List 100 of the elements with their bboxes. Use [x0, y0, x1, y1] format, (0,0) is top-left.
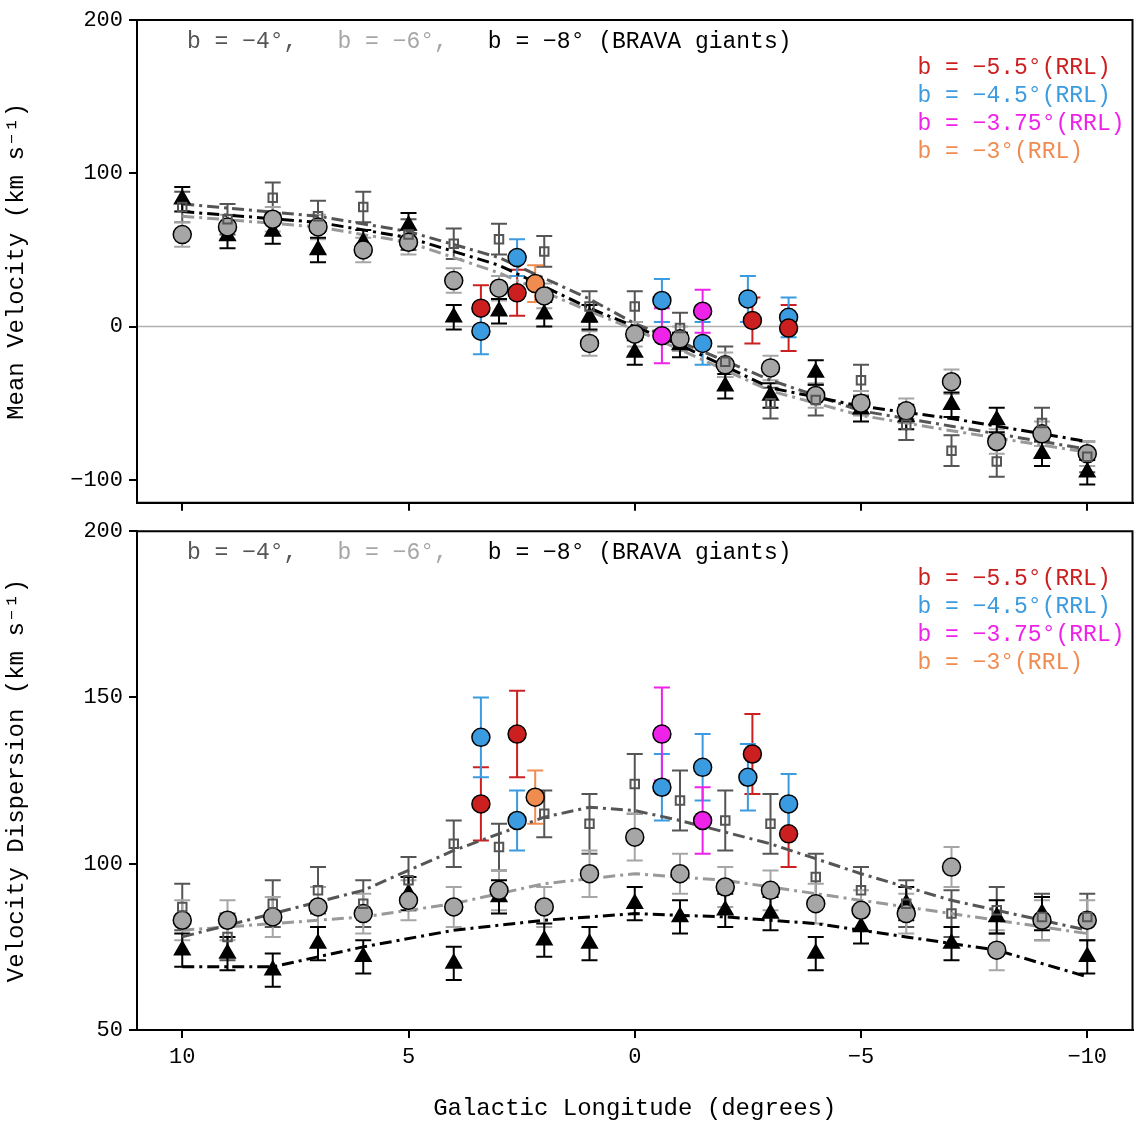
- point: [471, 321, 491, 341]
- point: [742, 744, 763, 764]
- y-axis-title: Velocity Dispersion (km s⁻¹): [2, 578, 30, 983]
- y-tick-label: 50: [96, 1017, 123, 1043]
- point: [534, 286, 554, 306]
- point: [584, 301, 595, 312]
- point: [988, 410, 1006, 426]
- point: [1078, 462, 1096, 478]
- point: [652, 724, 672, 744]
- point: [263, 907, 283, 927]
- text: b = −5.5°(RRL): [917, 566, 1111, 593]
- point: [760, 358, 781, 378]
- point: [851, 900, 871, 921]
- point: [806, 893, 826, 914]
- point: [852, 917, 870, 933]
- x-axis-title: Galactic Longitude (degrees): [433, 1094, 837, 1122]
- point: [692, 301, 713, 321]
- text: b = −4°,: [187, 29, 298, 55]
- point: [579, 863, 600, 884]
- point: [738, 289, 758, 309]
- point: [652, 325, 672, 346]
- point: [991, 456, 1002, 467]
- point: [716, 900, 734, 916]
- y-tick-label: 200: [83, 519, 123, 545]
- point: [358, 898, 369, 909]
- point: [354, 947, 372, 963]
- point: [778, 794, 799, 814]
- point: [625, 827, 645, 847]
- point: [218, 943, 237, 959]
- point: [652, 290, 672, 311]
- point: [855, 374, 867, 386]
- point: [987, 940, 1007, 960]
- point: [778, 824, 799, 844]
- point: [742, 310, 763, 331]
- point: [263, 209, 283, 229]
- point: [507, 810, 527, 831]
- point: [671, 907, 689, 923]
- y-tick-label: 0: [109, 314, 123, 340]
- point: [507, 247, 527, 268]
- point: [525, 787, 545, 807]
- point: [652, 777, 672, 797]
- y-tick-label: 200: [83, 7, 123, 33]
- point: [765, 397, 776, 409]
- text: b = −6°,: [337, 540, 448, 567]
- point: [535, 930, 553, 946]
- point: [1078, 947, 1096, 963]
- point: [855, 885, 867, 896]
- point: [692, 757, 713, 778]
- point: [471, 794, 491, 814]
- point: [309, 933, 327, 949]
- point: [358, 201, 369, 213]
- text: b = −4.5°(RRL): [917, 594, 1111, 621]
- point: [715, 877, 735, 897]
- text: b = −3°(RRL): [917, 650, 1084, 677]
- point: [312, 885, 324, 896]
- point: [489, 278, 509, 298]
- point: [720, 815, 731, 826]
- text: b = −5.5°(RRL): [917, 55, 1111, 81]
- text: b = −6°,: [337, 29, 448, 55]
- point: [444, 897, 464, 917]
- point: [490, 301, 508, 317]
- point: [942, 933, 961, 949]
- point: [670, 863, 690, 884]
- point: [810, 871, 821, 883]
- point: [471, 298, 491, 318]
- y-tick-label: −100: [70, 467, 123, 493]
- text: b = −3.75°(RRL): [917, 622, 1125, 649]
- text: b = −8° (BRAVA giants): [487, 29, 792, 55]
- point: [584, 818, 595, 830]
- point: [309, 240, 327, 256]
- point: [629, 778, 640, 790]
- text: b = −4.5°(RRL): [917, 83, 1111, 109]
- point: [760, 880, 781, 901]
- point: [172, 910, 192, 931]
- x-tick-label: −10: [1067, 1045, 1108, 1071]
- point: [738, 767, 758, 788]
- point: [177, 901, 188, 913]
- point: [507, 283, 527, 303]
- x-tick-label: 0: [628, 1045, 642, 1071]
- y-tick-label: 100: [83, 161, 123, 187]
- point: [674, 795, 686, 806]
- text: b = −3°(RRL): [917, 139, 1084, 165]
- point: [493, 233, 505, 245]
- point: [778, 318, 799, 338]
- point: [626, 893, 644, 909]
- point: [580, 933, 599, 949]
- point: [448, 838, 459, 850]
- point: [539, 808, 550, 820]
- point: [177, 201, 188, 213]
- point: [448, 238, 459, 250]
- point: [807, 943, 825, 959]
- point: [493, 841, 505, 853]
- point: [534, 897, 554, 917]
- point: [941, 857, 962, 877]
- y-tick-label: 100: [83, 851, 123, 877]
- point: [471, 727, 491, 748]
- point: [674, 322, 686, 334]
- point: [629, 301, 640, 312]
- point: [403, 875, 414, 886]
- point: [765, 818, 776, 830]
